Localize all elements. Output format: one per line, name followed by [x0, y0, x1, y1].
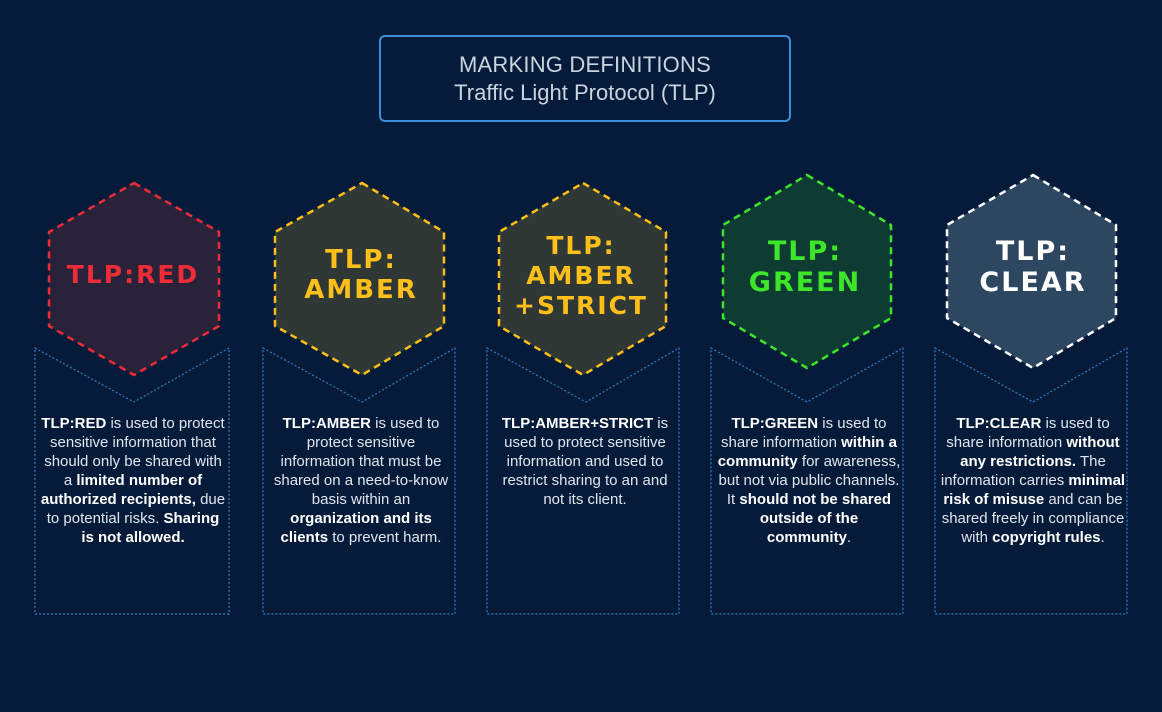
desc-emphasis: minimal risk of misuse [943, 472, 1126, 508]
desc-emphasis: organization and its clients [280, 510, 432, 546]
desc-emphasis: without any restrictions. [960, 434, 1120, 470]
desc-emphasis: TLP:AMBER+STRICT [501, 415, 654, 432]
desc-text: is used to share information [721, 415, 887, 451]
tlp-amber-strict-frame [486, 181, 680, 615]
tlp-green-description: TLP:GREEN is used to share information w… [716, 414, 902, 547]
desc-text: for awareness, but not via public channe… [718, 453, 901, 508]
hex-label-line: TLP: [767, 236, 843, 267]
tlp-card-green: TLP: GREEN TLP:GREEN is used to share inf… [710, 170, 908, 620]
desc-text: is used to protect sensitive information… [44, 415, 225, 489]
desc-emphasis: TLP:GREEN [731, 415, 819, 432]
tlp-clear-description: TLP:CLEAR is used to share information w… [940, 414, 1126, 547]
desc-emphasis: TLP:CLEAR [956, 415, 1042, 432]
tlp-green-hexagon [721, 173, 893, 370]
tlp-card-clear: TLP: CLEAR TLP:CLEAR is used to share inf… [934, 170, 1132, 620]
desc-emphasis: Sharing is not allowed. [81, 510, 220, 546]
header-box: MARKING DEFINITIONS Traffic Light Protoc… [379, 35, 791, 122]
desc-text: . [1100, 529, 1105, 546]
tlp-amber-strict-desc-box [486, 346, 680, 615]
tlp-red-desc-box [34, 346, 230, 615]
tlp-green-desc-box [710, 346, 904, 615]
tlp-amber-strict-hexagon [497, 181, 668, 377]
desc-text: The information carries [940, 453, 1106, 489]
tlp-clear-frame [934, 173, 1128, 615]
desc-emphasis: within a community [717, 434, 897, 470]
hex-label-line: TLP: [995, 236, 1071, 267]
header-subtitle: Traffic Light Protocol (TLP) [454, 79, 716, 105]
desc-text: due to potential risks. [46, 491, 226, 527]
hex-label-line: TLP:RED [66, 260, 200, 289]
desc-text: to prevent harm. [328, 529, 442, 546]
tlp-red-label: TLP:RED [34, 235, 232, 315]
tlp-clear-label: TLP: CLEAR [934, 232, 1132, 302]
tlp-amber-strict-label: TLP: AMBER +STRICT [482, 228, 680, 324]
tlp-clear-desc-box [934, 346, 1128, 615]
desc-text: is used to protect sensitive information… [273, 415, 449, 508]
hex-label-line: AMBER [304, 275, 418, 305]
desc-text: is used to share information [946, 415, 1110, 451]
header-title: MARKING DEFINITIONS [459, 51, 711, 77]
tlp-red-hexagon [47, 181, 221, 377]
desc-emphasis: limited number of authorized recipients, [40, 472, 203, 508]
tlp-amber-label: TLP: AMBER [262, 235, 460, 315]
hex-label-line: TLP: [325, 245, 397, 275]
desc-text: . [846, 529, 852, 546]
desc-text: and can be shared freely in compliance w… [941, 491, 1125, 546]
desc-text: is used to protect sensitive information… [502, 415, 669, 508]
tlp-card-amber: TLP: AMBER TLP:AMBER is used to protect s… [262, 170, 460, 620]
hex-label-line: AMBER [526, 261, 636, 290]
tlp-clear-hexagon [945, 173, 1118, 370]
tlp-amber-strict-description: TLP:AMBER+STRICT is used to protect sens… [492, 414, 678, 509]
tlp-amber-desc-box [262, 346, 456, 615]
hex-label-line: +STRICT [514, 291, 648, 320]
hex-label-line: CLEAR [979, 267, 1087, 298]
tlp-card-red: TLP:RED TLP:RED is used to protect sensi… [34, 170, 232, 620]
tlp-green-frame [710, 173, 904, 615]
tlp-card-amber-strict: TLP: AMBER +STRICT TLP:AMBER+STRICT is use… [486, 170, 684, 620]
hex-label-line: GREEN [748, 267, 862, 298]
desc-emphasis: TLP:AMBER [282, 415, 371, 432]
tlp-amber-description: TLP:AMBER is used to protect sensitive i… [268, 414, 454, 547]
tlp-amber-frame [262, 181, 456, 615]
desc-emphasis: should not be shared outside of the comm… [739, 491, 892, 546]
desc-emphasis: TLP:RED [41, 415, 107, 432]
desc-emphasis: copyright rules [992, 529, 1101, 546]
tlp-red-description: TLP:RED is used to protect sensitive inf… [40, 414, 226, 547]
hex-label-line: TLP: [546, 231, 616, 260]
tlp-red-frame [34, 181, 230, 615]
tlp-amber-hexagon [273, 181, 446, 377]
tlp-green-label: TLP: GREEN [706, 232, 904, 302]
